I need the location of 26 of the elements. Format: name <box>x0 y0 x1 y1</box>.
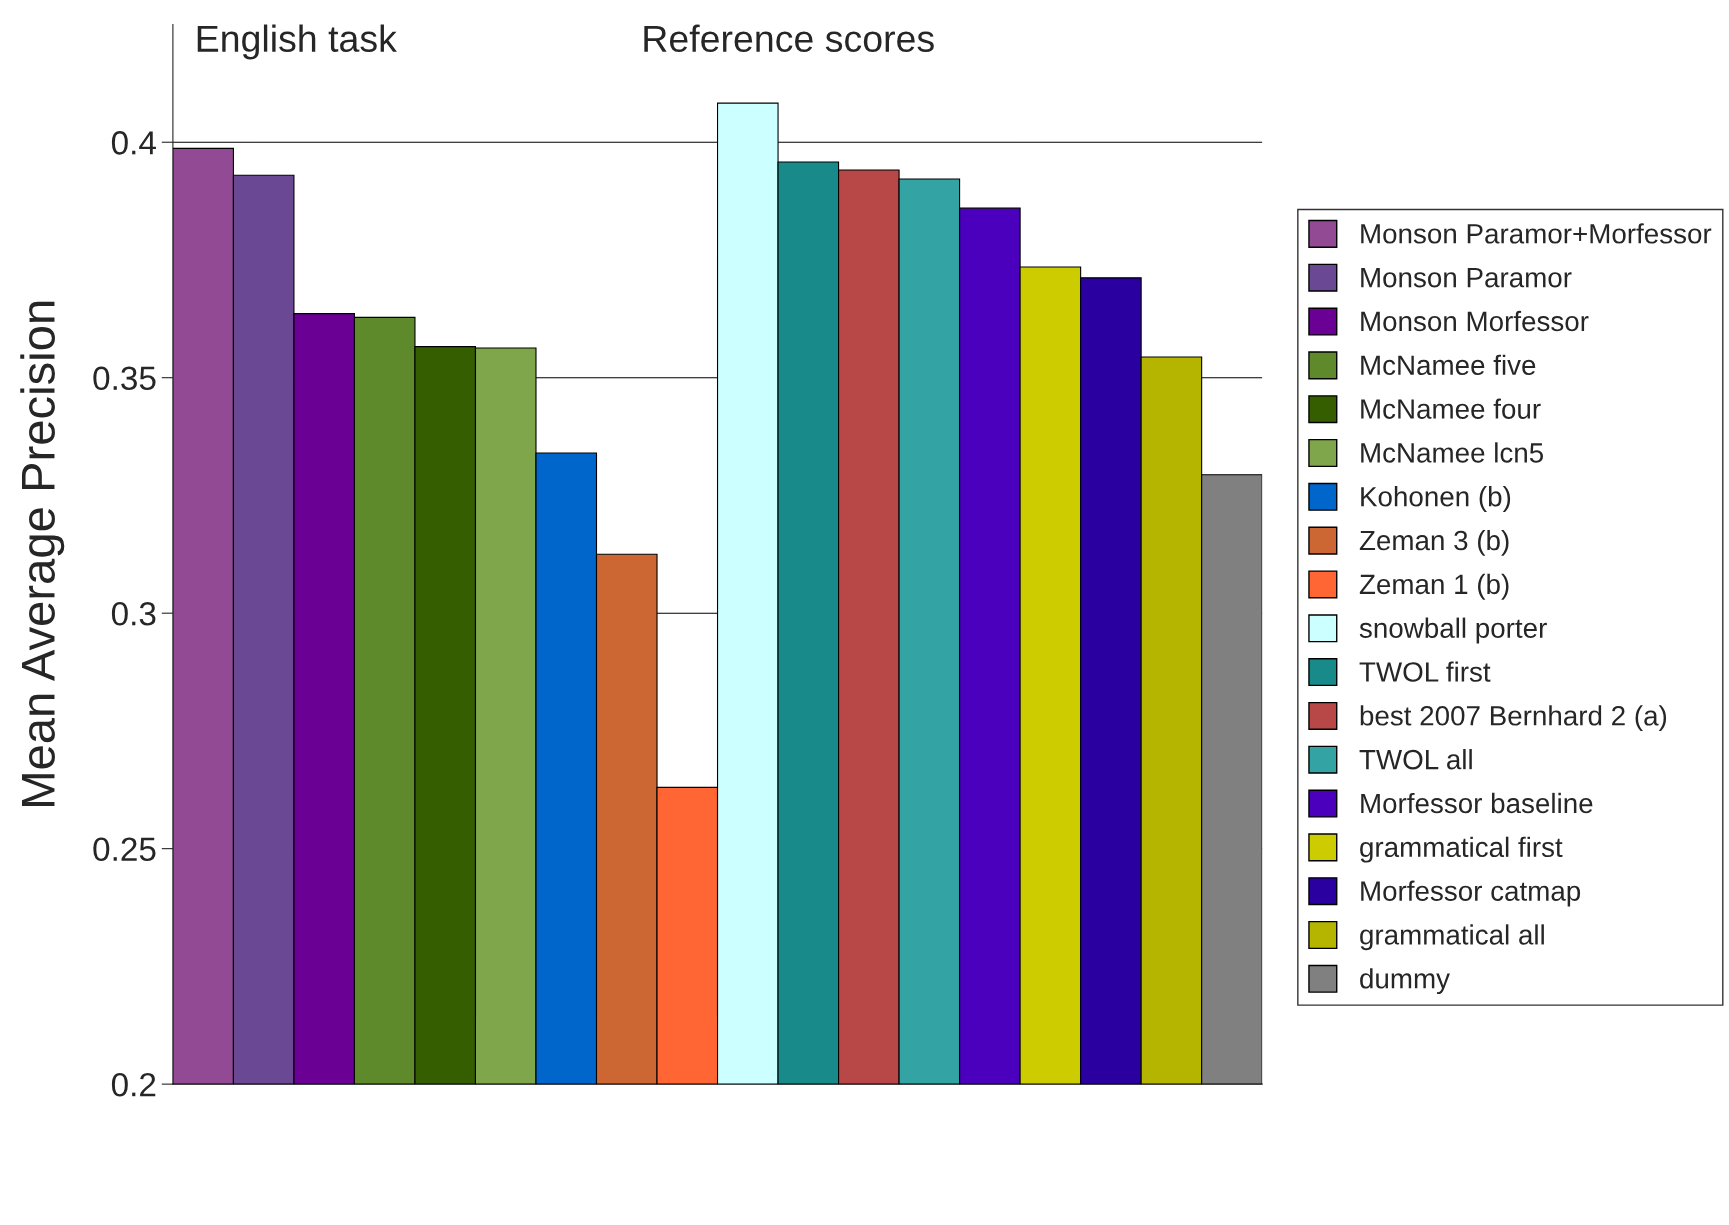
legend-label: McNamee four <box>1361 398 1541 419</box>
legend-label: best 2007 Bernhard 2 (a) <box>1360 705 1667 732</box>
legend-label: Zeman 1 (b) <box>1359 573 1509 600</box>
y-tick-label: 0.25 <box>93 837 156 862</box>
legend-label: Monson Paramor+Morfessor <box>1361 223 1712 244</box>
annotation: Reference scores <box>644 24 934 53</box>
legend-label: TWOL all <box>1359 749 1472 770</box>
legend-label: Kohonen (b) <box>1361 486 1511 512</box>
legend-label: grammatical all <box>1360 924 1544 951</box>
legend-label: dummy <box>1360 968 1450 995</box>
legend-label: Monson Morfessor <box>1361 310 1589 332</box>
y-tick-label: 0.3 <box>111 601 156 626</box>
legend-label: grammatical first <box>1360 836 1563 863</box>
legend-label: Monson Paramor <box>1361 268 1572 288</box>
annotation: English task <box>197 24 397 60</box>
legend-label: snowball porter <box>1359 617 1547 644</box>
legend-label: Zeman 3 (b) <box>1359 529 1509 556</box>
legend-label: McNamee five <box>1361 354 1536 376</box>
y-tick-label: 0.35 <box>93 366 156 391</box>
y-tick-label: 0.2 <box>111 1072 156 1097</box>
legend-label: TWOL first <box>1359 661 1491 682</box>
legend-label: Morfessor baseline <box>1361 792 1593 814</box>
y-axis-title: Mean Average Precision <box>20 301 65 806</box>
y-tick-label: 0.4 <box>111 131 156 155</box>
legend-label: McNamee lcn5 <box>1361 442 1544 463</box>
legend-label: Morfessor catmap <box>1361 880 1581 907</box>
